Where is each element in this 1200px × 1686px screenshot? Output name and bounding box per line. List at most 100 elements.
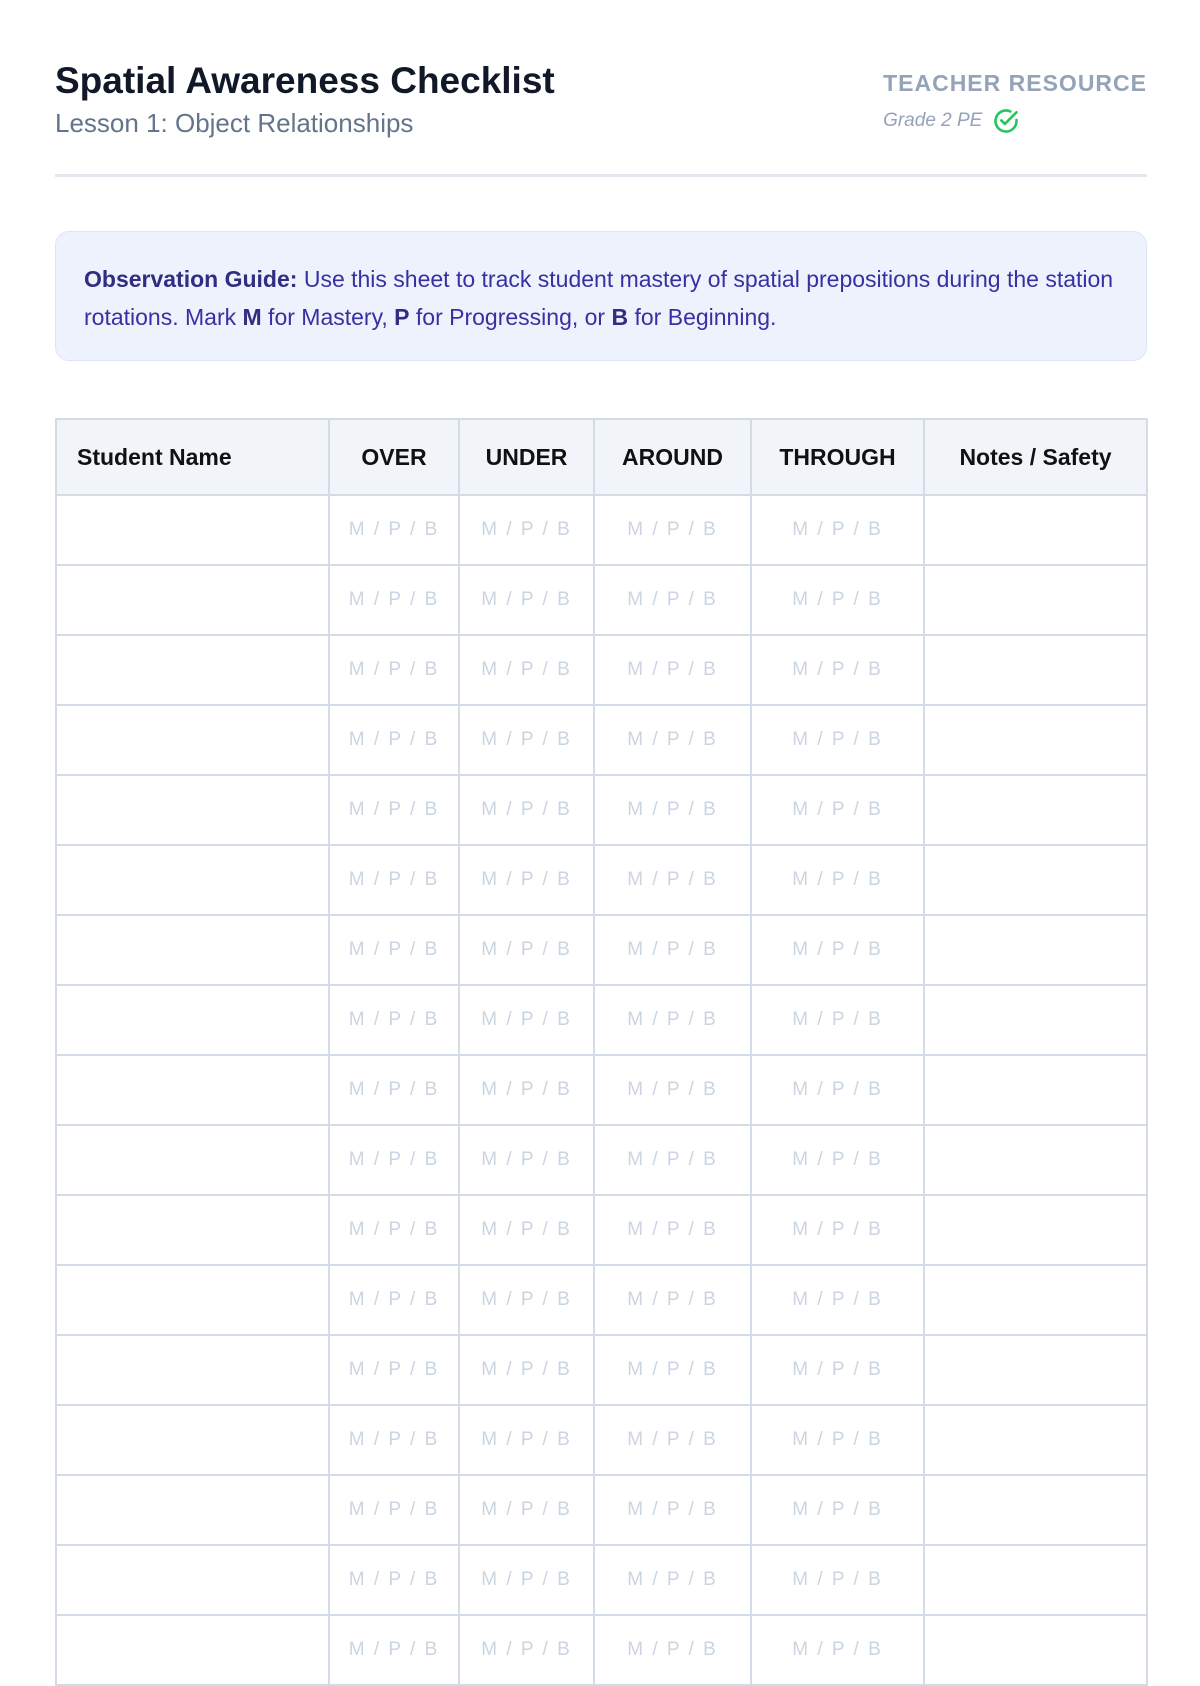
rating-cell-around[interactable]: M / P / B [593,1124,752,1196]
rating-cell-around[interactable]: M / P / B [593,494,752,566]
rating-cell-over[interactable]: M / P / B [328,1474,460,1546]
notes-cell[interactable] [923,1544,1148,1616]
rating-cell-under[interactable]: M / P / B [458,1404,595,1476]
student-name-cell[interactable] [55,844,330,916]
notes-cell[interactable] [923,704,1148,776]
notes-cell[interactable] [923,1054,1148,1126]
rating-cell-around[interactable]: M / P / B [593,914,752,986]
rating-cell-under[interactable]: M / P / B [458,564,595,636]
student-name-cell[interactable] [55,1334,330,1406]
rating-cell-under[interactable]: M / P / B [458,494,595,566]
notes-cell[interactable] [923,1334,1148,1406]
rating-cell-through[interactable]: M / P / B [750,1054,925,1126]
rating-cell-around[interactable]: M / P / B [593,1544,752,1616]
rating-cell-under[interactable]: M / P / B [458,984,595,1056]
rating-cell-over[interactable]: M / P / B [328,1544,460,1616]
rating-cell-around[interactable]: M / P / B [593,1054,752,1126]
rating-cell-around[interactable]: M / P / B [593,1334,752,1406]
rating-cell-under[interactable]: M / P / B [458,774,595,846]
rating-cell-around[interactable]: M / P / B [593,1614,752,1686]
student-name-cell[interactable] [55,984,330,1056]
rating-cell-through[interactable]: M / P / B [750,1334,925,1406]
student-name-cell[interactable] [55,914,330,986]
rating-cell-through[interactable]: M / P / B [750,1544,925,1616]
rating-cell-around[interactable]: M / P / B [593,1404,752,1476]
notes-cell[interactable] [923,1614,1148,1686]
notes-cell[interactable] [923,1194,1148,1266]
rating-cell-over[interactable]: M / P / B [328,1194,460,1266]
rating-cell-around[interactable]: M / P / B [593,704,752,776]
notes-cell[interactable] [923,634,1148,706]
notes-cell[interactable] [923,1404,1148,1476]
student-name-cell[interactable] [55,774,330,846]
rating-cell-over[interactable]: M / P / B [328,774,460,846]
rating-cell-over[interactable]: M / P / B [328,1614,460,1686]
rating-cell-under[interactable]: M / P / B [458,1474,595,1546]
rating-cell-over[interactable]: M / P / B [328,1054,460,1126]
student-name-cell[interactable] [55,1614,330,1686]
rating-cell-around[interactable]: M / P / B [593,844,752,916]
student-name-cell[interactable] [55,1124,330,1196]
notes-cell[interactable] [923,494,1148,566]
rating-cell-under[interactable]: M / P / B [458,1194,595,1266]
rating-cell-over[interactable]: M / P / B [328,1334,460,1406]
student-name-cell[interactable] [55,1264,330,1336]
rating-cell-through[interactable]: M / P / B [750,1194,925,1266]
student-name-cell[interactable] [55,494,330,566]
rating-cell-over[interactable]: M / P / B [328,494,460,566]
rating-cell-through[interactable]: M / P / B [750,914,925,986]
notes-cell[interactable] [923,1264,1148,1336]
rating-cell-around[interactable]: M / P / B [593,634,752,706]
rating-cell-over[interactable]: M / P / B [328,984,460,1056]
rating-cell-through[interactable]: M / P / B [750,1474,925,1546]
rating-cell-under[interactable]: M / P / B [458,704,595,776]
rating-cell-under[interactable]: M / P / B [458,634,595,706]
rating-cell-over[interactable]: M / P / B [328,914,460,986]
notes-cell[interactable] [923,564,1148,636]
rating-cell-over[interactable]: M / P / B [328,1264,460,1336]
student-name-cell[interactable] [55,1404,330,1476]
rating-cell-through[interactable]: M / P / B [750,1614,925,1686]
rating-cell-over[interactable]: M / P / B [328,1404,460,1476]
rating-cell-through[interactable]: M / P / B [750,1124,925,1196]
notes-cell[interactable] [923,774,1148,846]
rating-cell-around[interactable]: M / P / B [593,1194,752,1266]
notes-cell[interactable] [923,914,1148,986]
rating-cell-around[interactable]: M / P / B [593,564,752,636]
rating-cell-through[interactable]: M / P / B [750,564,925,636]
rating-cell-through[interactable]: M / P / B [750,634,925,706]
notes-cell[interactable] [923,1124,1148,1196]
student-name-cell[interactable] [55,634,330,706]
rating-cell-under[interactable]: M / P / B [458,1264,595,1336]
rating-cell-under[interactable]: M / P / B [458,914,595,986]
notes-cell[interactable] [923,1474,1148,1546]
rating-cell-over[interactable]: M / P / B [328,564,460,636]
student-name-cell[interactable] [55,1544,330,1616]
rating-cell-through[interactable]: M / P / B [750,1404,925,1476]
rating-cell-through[interactable]: M / P / B [750,844,925,916]
rating-cell-under[interactable]: M / P / B [458,1334,595,1406]
rating-cell-over[interactable]: M / P / B [328,634,460,706]
rating-cell-around[interactable]: M / P / B [593,1264,752,1336]
rating-cell-over[interactable]: M / P / B [328,844,460,916]
student-name-cell[interactable] [55,1194,330,1266]
rating-cell-through[interactable]: M / P / B [750,704,925,776]
rating-cell-around[interactable]: M / P / B [593,984,752,1056]
notes-cell[interactable] [923,844,1148,916]
student-name-cell[interactable] [55,704,330,776]
rating-cell-through[interactable]: M / P / B [750,984,925,1056]
rating-cell-under[interactable]: M / P / B [458,1544,595,1616]
student-name-cell[interactable] [55,564,330,636]
rating-cell-around[interactable]: M / P / B [593,1474,752,1546]
rating-cell-under[interactable]: M / P / B [458,1124,595,1196]
rating-cell-under[interactable]: M / P / B [458,844,595,916]
rating-cell-through[interactable]: M / P / B [750,494,925,566]
student-name-cell[interactable] [55,1054,330,1126]
rating-cell-over[interactable]: M / P / B [328,704,460,776]
rating-cell-through[interactable]: M / P / B [750,774,925,846]
rating-cell-around[interactable]: M / P / B [593,774,752,846]
rating-cell-through[interactable]: M / P / B [750,1264,925,1336]
rating-cell-under[interactable]: M / P / B [458,1054,595,1126]
rating-cell-over[interactable]: M / P / B [328,1124,460,1196]
student-name-cell[interactable] [55,1474,330,1546]
